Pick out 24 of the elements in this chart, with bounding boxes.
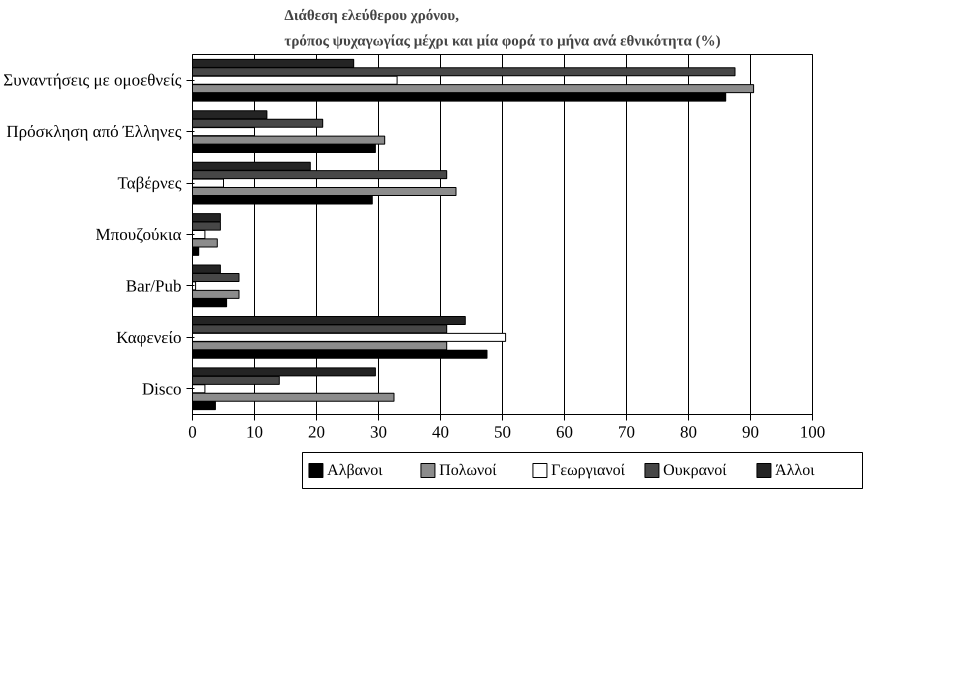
legend-label: Γεωργιανοί xyxy=(551,462,626,479)
x-tick-label: 80 xyxy=(680,422,697,442)
x-tick-label: 30 xyxy=(370,422,387,442)
legend-label: Άλλοι xyxy=(775,462,816,479)
legend-label: Αλβανοι xyxy=(327,462,384,479)
x-tick-label: 40 xyxy=(432,422,449,442)
legend-label: Πολωνοί xyxy=(439,462,498,479)
y-tick-label: Συναντήσεις με ομοεθνείς xyxy=(3,70,182,90)
x-tick-label: 10 xyxy=(246,422,263,442)
y-tick-label: Καφενείο xyxy=(116,328,182,347)
y-tick-label: Bar/Pub xyxy=(126,276,182,296)
legend-label: Ουκρανοί xyxy=(663,462,728,479)
y-tick-label: Disco xyxy=(142,379,182,398)
x-tick-label: 20 xyxy=(308,422,325,442)
y-tick-label: Ταβέρνες xyxy=(118,174,182,193)
y-tick-label: Μπουζούκια xyxy=(96,225,182,244)
x-tick-label: 0 xyxy=(188,422,197,442)
chart-title: Διάθεση ελεύθερου χρόνου, τρόπος ψυχαγωγίας μέχρι και μία φορά το μήνα ανά εθνικότητα (%) xyxy=(284,8,721,50)
y-tick-label: Πρόσκληση από Έλληνες xyxy=(6,122,182,142)
x-tick-label: 100 xyxy=(800,422,826,442)
x-tick-label: 50 xyxy=(494,422,511,442)
x-tick-label: 70 xyxy=(618,422,635,442)
x-tick-label: 90 xyxy=(742,422,759,442)
x-tick-label: 60 xyxy=(556,422,573,442)
